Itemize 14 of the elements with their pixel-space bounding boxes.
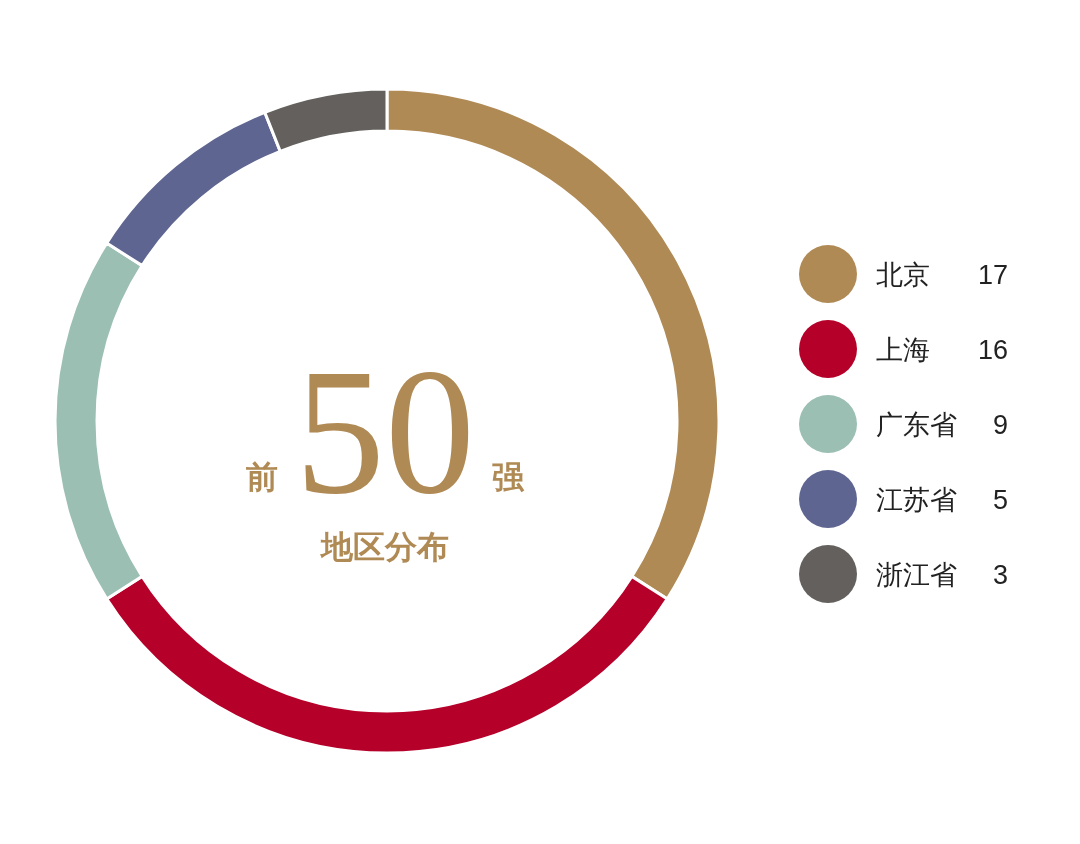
legend-label: 北京 <box>876 260 930 290</box>
text: 强 <box>492 459 525 495</box>
legend-label: 广东省 <box>876 410 957 440</box>
legend-label: 浙江省 <box>876 560 957 590</box>
text: 50 <box>295 332 475 531</box>
text: 地区分布 <box>319 529 449 565</box>
text: 前 <box>246 459 278 495</box>
legend-label: 江苏省 <box>876 485 957 515</box>
data-label: 16 <box>977 335 1008 365</box>
data-label: 3 <box>992 560 1008 590</box>
legend-label: 上海 <box>876 335 930 365</box>
data-label: 5 <box>992 485 1008 515</box>
data-label: 17 <box>977 260 1008 290</box>
data-label: 9 <box>992 410 1008 440</box>
